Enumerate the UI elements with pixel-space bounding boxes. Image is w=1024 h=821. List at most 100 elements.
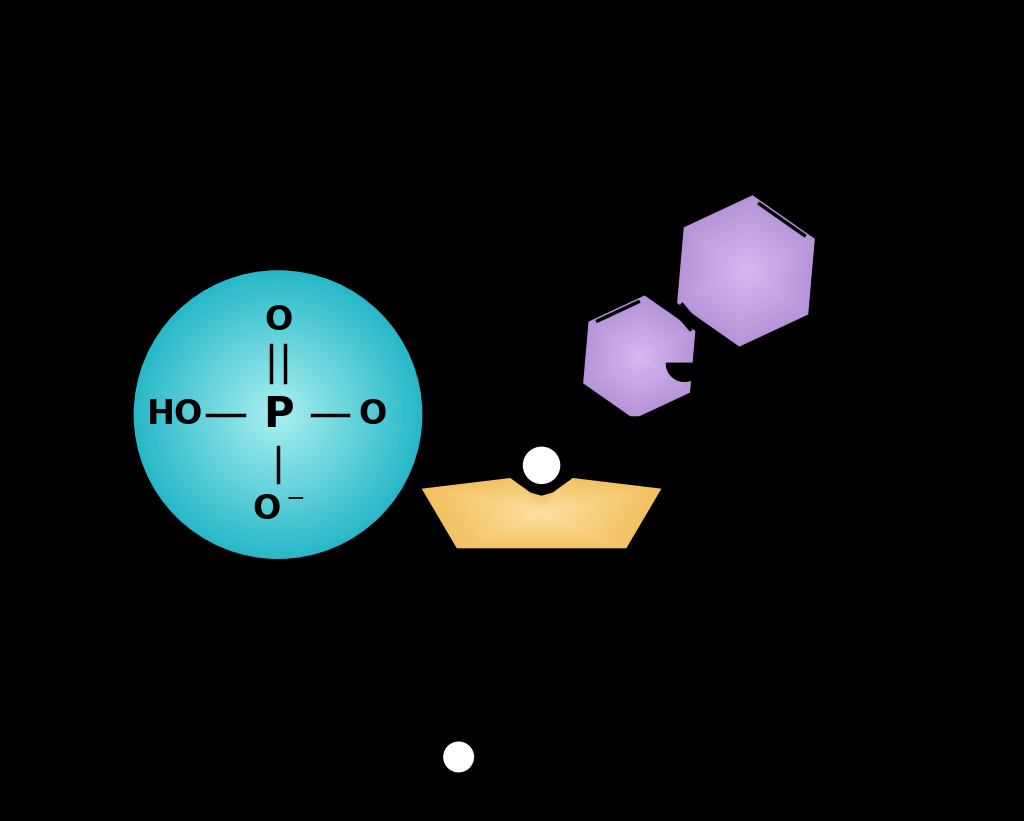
Polygon shape xyxy=(684,203,808,339)
Polygon shape xyxy=(523,507,560,519)
Polygon shape xyxy=(584,296,695,419)
Polygon shape xyxy=(495,499,589,527)
Polygon shape xyxy=(724,247,768,295)
Polygon shape xyxy=(497,500,587,526)
Polygon shape xyxy=(742,267,750,275)
Polygon shape xyxy=(728,252,764,290)
Polygon shape xyxy=(591,304,688,410)
Polygon shape xyxy=(636,354,642,360)
Ellipse shape xyxy=(188,325,368,504)
Polygon shape xyxy=(615,331,663,383)
Polygon shape xyxy=(521,507,562,520)
Ellipse shape xyxy=(157,293,399,536)
Polygon shape xyxy=(625,342,653,373)
Ellipse shape xyxy=(148,286,408,544)
Polygon shape xyxy=(511,504,572,522)
Circle shape xyxy=(523,447,560,484)
Ellipse shape xyxy=(234,371,322,458)
Polygon shape xyxy=(624,340,654,374)
Polygon shape xyxy=(629,345,650,369)
Ellipse shape xyxy=(240,376,316,453)
Polygon shape xyxy=(720,242,772,300)
Ellipse shape xyxy=(213,349,343,480)
Ellipse shape xyxy=(169,305,387,524)
Text: O: O xyxy=(264,304,292,337)
Polygon shape xyxy=(433,480,649,546)
Polygon shape xyxy=(715,236,777,305)
Polygon shape xyxy=(590,302,689,412)
Polygon shape xyxy=(502,501,582,525)
Ellipse shape xyxy=(211,347,345,482)
Ellipse shape xyxy=(238,374,318,455)
Polygon shape xyxy=(445,484,638,542)
Polygon shape xyxy=(475,493,608,534)
Polygon shape xyxy=(588,301,690,413)
Polygon shape xyxy=(598,312,680,402)
Polygon shape xyxy=(596,310,682,405)
Polygon shape xyxy=(699,219,793,323)
Polygon shape xyxy=(686,205,806,337)
Polygon shape xyxy=(597,311,681,403)
Ellipse shape xyxy=(164,300,392,530)
Text: HO: HO xyxy=(147,398,204,431)
Polygon shape xyxy=(623,339,656,375)
Polygon shape xyxy=(733,256,759,286)
Ellipse shape xyxy=(143,280,413,549)
Polygon shape xyxy=(585,297,694,417)
Polygon shape xyxy=(479,494,603,532)
Polygon shape xyxy=(691,210,801,332)
Ellipse shape xyxy=(167,304,389,525)
Ellipse shape xyxy=(246,382,310,447)
Ellipse shape xyxy=(249,386,307,443)
Polygon shape xyxy=(689,209,803,333)
Polygon shape xyxy=(709,230,783,312)
Polygon shape xyxy=(680,198,812,344)
Polygon shape xyxy=(504,502,580,525)
Polygon shape xyxy=(626,342,652,372)
Polygon shape xyxy=(681,200,811,342)
Polygon shape xyxy=(726,249,766,293)
Polygon shape xyxy=(516,506,567,521)
Ellipse shape xyxy=(200,337,356,493)
Ellipse shape xyxy=(193,329,364,500)
Polygon shape xyxy=(617,417,653,435)
Ellipse shape xyxy=(155,291,401,539)
Polygon shape xyxy=(443,484,640,543)
Polygon shape xyxy=(695,215,797,327)
Polygon shape xyxy=(631,347,648,367)
Polygon shape xyxy=(509,503,574,523)
Ellipse shape xyxy=(251,388,305,442)
Polygon shape xyxy=(603,318,676,397)
Polygon shape xyxy=(492,498,592,528)
Polygon shape xyxy=(738,263,754,279)
Polygon shape xyxy=(593,306,686,408)
Ellipse shape xyxy=(227,364,329,466)
Polygon shape xyxy=(518,507,564,520)
Polygon shape xyxy=(592,305,687,410)
Ellipse shape xyxy=(174,311,382,518)
Ellipse shape xyxy=(180,316,376,513)
Polygon shape xyxy=(731,255,761,287)
Ellipse shape xyxy=(141,278,415,551)
Ellipse shape xyxy=(214,351,342,479)
Polygon shape xyxy=(456,487,628,539)
Ellipse shape xyxy=(176,313,380,516)
Polygon shape xyxy=(621,337,658,378)
Ellipse shape xyxy=(187,323,369,506)
Polygon shape xyxy=(743,268,749,273)
Polygon shape xyxy=(451,486,633,540)
Polygon shape xyxy=(696,216,796,326)
Polygon shape xyxy=(737,261,755,281)
Polygon shape xyxy=(453,486,630,540)
Text: P: P xyxy=(263,393,293,436)
Polygon shape xyxy=(734,258,758,284)
Polygon shape xyxy=(745,270,746,272)
Polygon shape xyxy=(421,477,662,549)
Polygon shape xyxy=(610,325,669,389)
Polygon shape xyxy=(472,493,611,534)
Polygon shape xyxy=(467,491,615,535)
Polygon shape xyxy=(628,344,651,370)
Ellipse shape xyxy=(272,409,284,420)
Ellipse shape xyxy=(247,383,309,446)
Ellipse shape xyxy=(136,273,420,557)
